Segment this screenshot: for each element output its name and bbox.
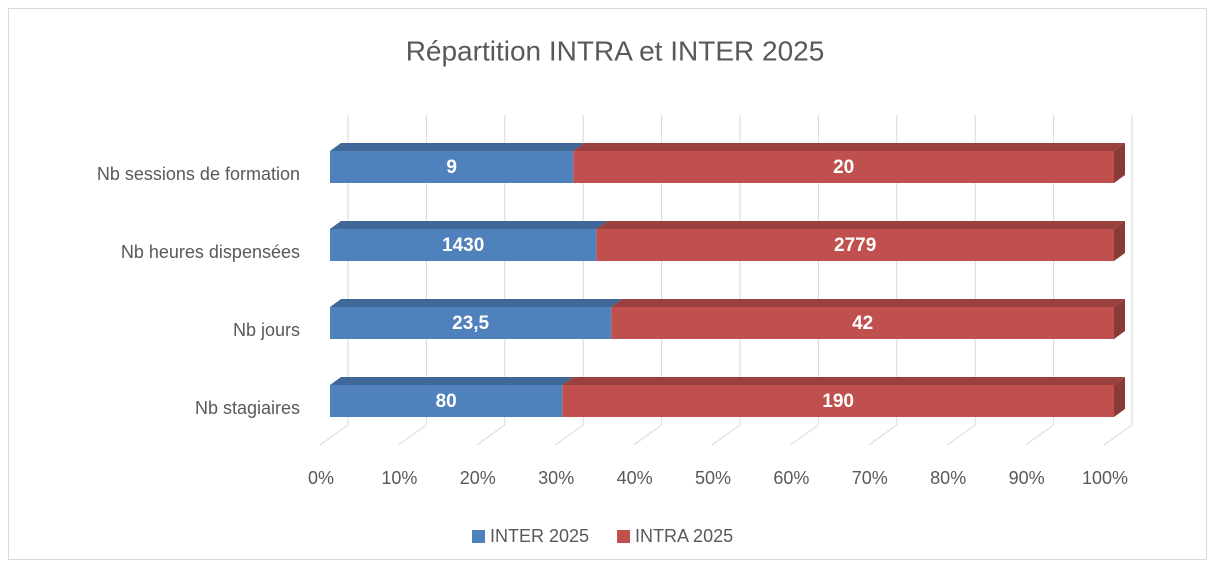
data-label: 23,5 [452,313,489,334]
bar [330,377,574,417]
bar [562,377,1125,417]
bar-face [611,299,1125,307]
y-tick-label: Nb stagiaires [195,398,300,418]
x-tick-label: 0% [308,468,334,488]
chart-border [8,8,1207,560]
bar-face [1114,143,1125,183]
bar-face [562,385,1114,417]
bar [330,221,608,261]
y-tick-label: Nb sessions de formation [97,164,300,184]
y-tick-label: Nb jours [233,320,300,340]
bar [330,143,585,183]
grid-floor-line [398,424,427,446]
grid-floor-line [476,424,506,446]
legend-swatch [617,530,631,543]
grid-floor-line [868,424,898,446]
x-tick-label: 20% [460,468,496,488]
x-tick-label: 100% [1082,468,1128,488]
bar [611,299,1125,339]
bar [573,143,1125,183]
legend-label: INTER 2025 [490,526,589,546]
data-label: 80 [436,391,457,412]
x-tick-label: 30% [538,468,574,488]
grid-floor-line [633,424,662,446]
x-tick-label: 70% [852,468,888,488]
bar [596,221,1125,261]
data-label: 20 [833,157,854,178]
y-tick-label: Nb heures dispensées [121,242,300,262]
grid-floor-line [790,424,819,446]
x-tick-label: 50% [695,468,731,488]
data-label: 2779 [834,235,876,256]
x-tick-label: 90% [1009,468,1045,488]
bar-face [562,377,1125,385]
chart-title: Répartition INTRA et INTER 2025 [406,35,825,66]
x-tick-label: 40% [617,468,653,488]
data-label: 190 [822,391,854,412]
bar-face [330,151,574,183]
grid-floor-line [1025,424,1054,446]
data-label: 42 [852,313,873,334]
bar-face [330,221,608,229]
grid-floor-line [554,424,584,446]
legend-swatch [472,530,485,543]
data-label: 9 [446,157,457,178]
bar-face [1114,377,1125,417]
bar-face [1114,299,1125,339]
data-label: 1430 [442,235,484,256]
bar-face [596,221,1125,229]
bar-face [1114,221,1125,261]
grid-floor-line [946,424,976,446]
bar-face [573,151,1114,183]
bar-face [596,229,1114,261]
bar-face [573,143,1125,151]
x-tick-label: 80% [930,468,966,488]
legend-label: INTRA 2025 [635,526,733,546]
bar-face [330,377,574,385]
bar-face [330,385,563,417]
grid-floor-line [319,424,349,446]
bar-face [330,229,597,261]
x-tick-label: 60% [773,468,809,488]
bar-face [330,299,623,307]
grid-floor-line [1103,424,1133,446]
bar-face [330,307,612,339]
x-tick-label: 10% [381,468,417,488]
bar-face [611,307,1114,339]
bar-face [330,143,585,151]
bar [330,299,623,339]
grid-floor-line [711,424,741,446]
